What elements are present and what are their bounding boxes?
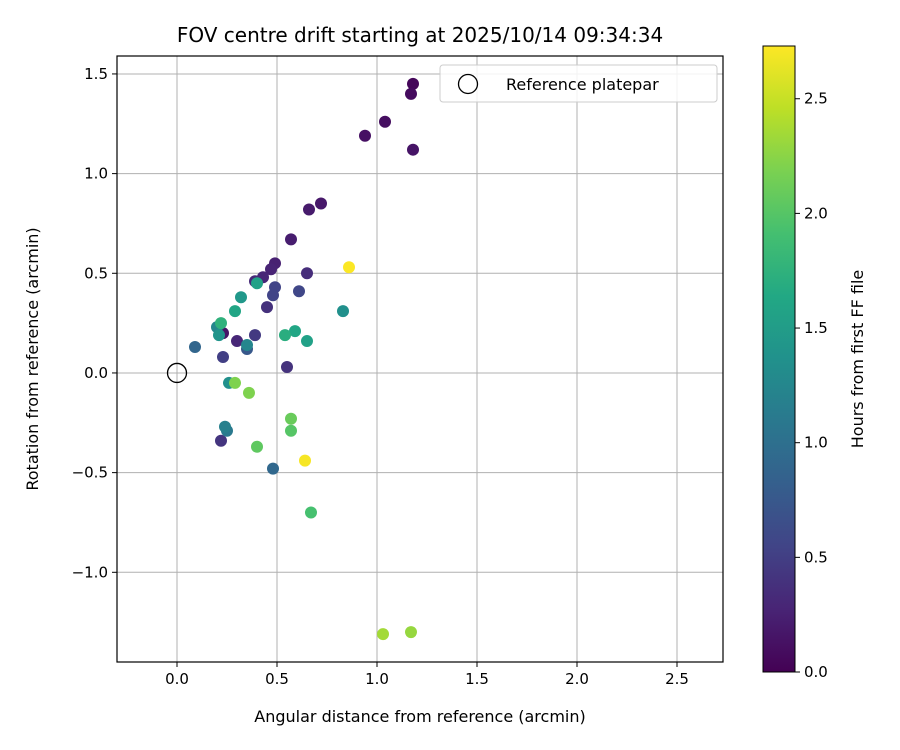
grid [117, 56, 723, 662]
chart-title: FOV centre drift starting at 2025/10/14 … [177, 23, 663, 47]
data-point [229, 376, 241, 389]
data-point [243, 386, 255, 399]
data-point [261, 301, 273, 314]
data-point [249, 329, 261, 342]
data-point [267, 462, 279, 475]
data-point [303, 203, 315, 216]
data-point [343, 261, 355, 274]
data-point [359, 129, 371, 142]
data-point [379, 115, 391, 128]
data-point [405, 626, 417, 639]
data-point [281, 360, 293, 373]
x-axis-label: Angular distance from reference (arcmin) [254, 707, 585, 726]
data-point [285, 233, 297, 246]
y-tick-label: 1.0 [84, 165, 108, 183]
data-point [241, 339, 253, 352]
data-points [166, 77, 419, 641]
colorbar-tick-label: 1.5 [804, 319, 828, 337]
plot-frame [116, 55, 724, 663]
data-point [301, 335, 313, 348]
legend: Reference platepar [439, 64, 718, 103]
reference-point-marker [166, 362, 188, 384]
data-point [293, 285, 305, 298]
x-tick-label: 0.5 [265, 670, 289, 688]
x-tick-label: 1.0 [365, 670, 389, 688]
y-tick-label: −0.5 [72, 464, 108, 482]
data-point [407, 143, 419, 156]
y-tick-label: 1.5 [84, 65, 108, 83]
y-tick-label: −1.0 [72, 563, 108, 581]
data-point [315, 197, 327, 210]
colorbar-tick-label: 0.5 [804, 548, 828, 566]
x-tick-label: 2.5 [665, 670, 689, 688]
y-tick-label: 0.5 [84, 264, 108, 282]
x-tick-label: 2.0 [565, 670, 589, 688]
colorbar-tick-label: 2.5 [804, 90, 828, 108]
legend-marker [457, 73, 479, 95]
data-point [305, 506, 317, 519]
data-point [219, 420, 231, 433]
data-point [377, 628, 389, 641]
data-point [299, 454, 311, 467]
data-point [235, 291, 247, 304]
data-point [279, 329, 291, 342]
data-point [265, 263, 277, 276]
data-point [251, 277, 263, 290]
colorbar: 0.0 0.5 1.0 1.5 2.0 2.5 Hours from first FF f… [762, 45, 867, 681]
y-axis-label: Rotation from reference (arcmin) [23, 227, 42, 490]
legend-box [439, 64, 718, 103]
data-point [215, 317, 227, 330]
data-point [285, 412, 297, 425]
data-point [229, 305, 241, 318]
data-point [213, 329, 225, 342]
data-point [267, 289, 279, 302]
y-tick-label: 0.0 [84, 364, 108, 382]
data-point [215, 434, 227, 447]
data-point [289, 325, 301, 338]
data-point [337, 305, 349, 318]
data-point [217, 351, 229, 364]
data-point [251, 440, 263, 453]
data-point [407, 77, 419, 90]
data-point [301, 267, 313, 280]
legend-entry-reference: Reference platepar [506, 75, 659, 94]
colorbar-label: Hours from first FF file [848, 270, 867, 449]
data-point [285, 424, 297, 437]
x-tick-label: 0.0 [165, 670, 189, 688]
colorbar-ticks: 0.0 0.5 1.0 1.5 2.0 2.5 [795, 90, 828, 681]
data-point [405, 87, 417, 100]
colorbar-gradient [762, 45, 796, 673]
data-point [231, 335, 243, 348]
y-axis: −1.0 −0.5 0.0 0.5 1.0 1.5 [72, 65, 117, 581]
colorbar-tick-label: 2.0 [804, 204, 828, 222]
x-tick-label: 1.5 [465, 670, 489, 688]
colorbar-tick-label: 0.0 [804, 663, 828, 681]
x-axis: 0.0 0.5 1.0 1.5 2.0 2.5 [165, 662, 689, 688]
data-point [189, 341, 201, 354]
colorbar-tick-label: 1.0 [804, 434, 828, 452]
